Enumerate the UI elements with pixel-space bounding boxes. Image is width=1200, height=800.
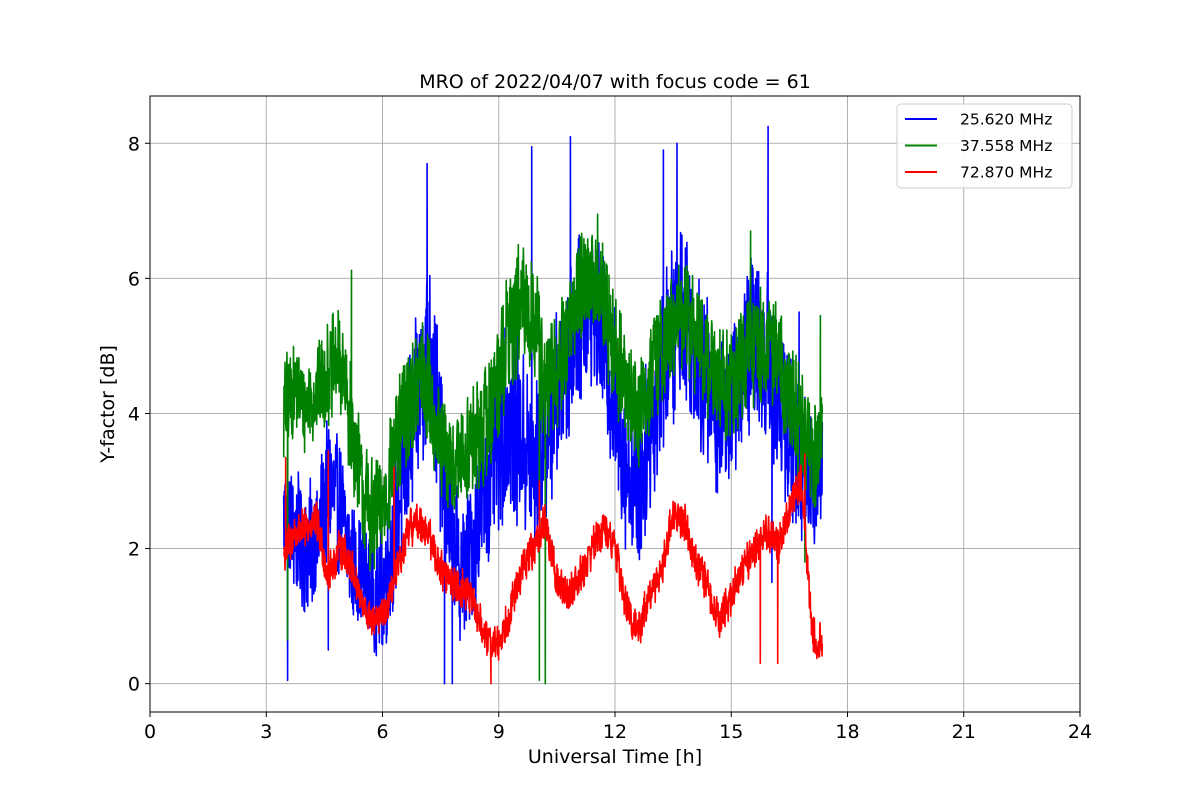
x-tick-label: 6 [376,721,388,743]
x-tick-label: 15 [719,721,743,743]
x-tick-label: 3 [260,721,272,743]
y-tick-label: 4 [128,403,140,425]
x-tick-label: 21 [952,721,976,743]
legend-entry: 37.558 MHz [960,137,1052,155]
legend: 25.620 MHz 37.558 MHz 72.870 MHz [896,103,1073,189]
legend-entry: 72.870 MHz [960,164,1052,182]
y-axis-label: Y-factor [dB] [97,345,119,464]
series-line [283,449,824,685]
x-tick-label: 0 [144,721,156,743]
series-layer [282,125,824,685]
y-tick-label: 8 [128,133,140,155]
series-line [282,213,824,685]
legend-box [896,103,1073,189]
x-axis: 0 3 6 9 12 15 18 21 24 [144,712,1092,743]
legend-entry: 25.620 MHz [960,111,1052,129]
y-tick-label: 6 [128,268,140,290]
chart-title: MRO of 2022/04/07 with focus code = 61 [419,71,811,93]
y-tick-label: 0 [128,674,140,696]
x-tick-label: 18 [835,721,859,743]
x-tick-label: 9 [493,721,505,743]
x-tick-label: 24 [1068,721,1092,743]
x-tick-label: 12 [603,721,627,743]
x-axis-label: Universal Time [h] [528,746,702,768]
y-tick-label: 2 [128,539,140,561]
y-axis: 0 2 4 6 8 [128,133,150,696]
